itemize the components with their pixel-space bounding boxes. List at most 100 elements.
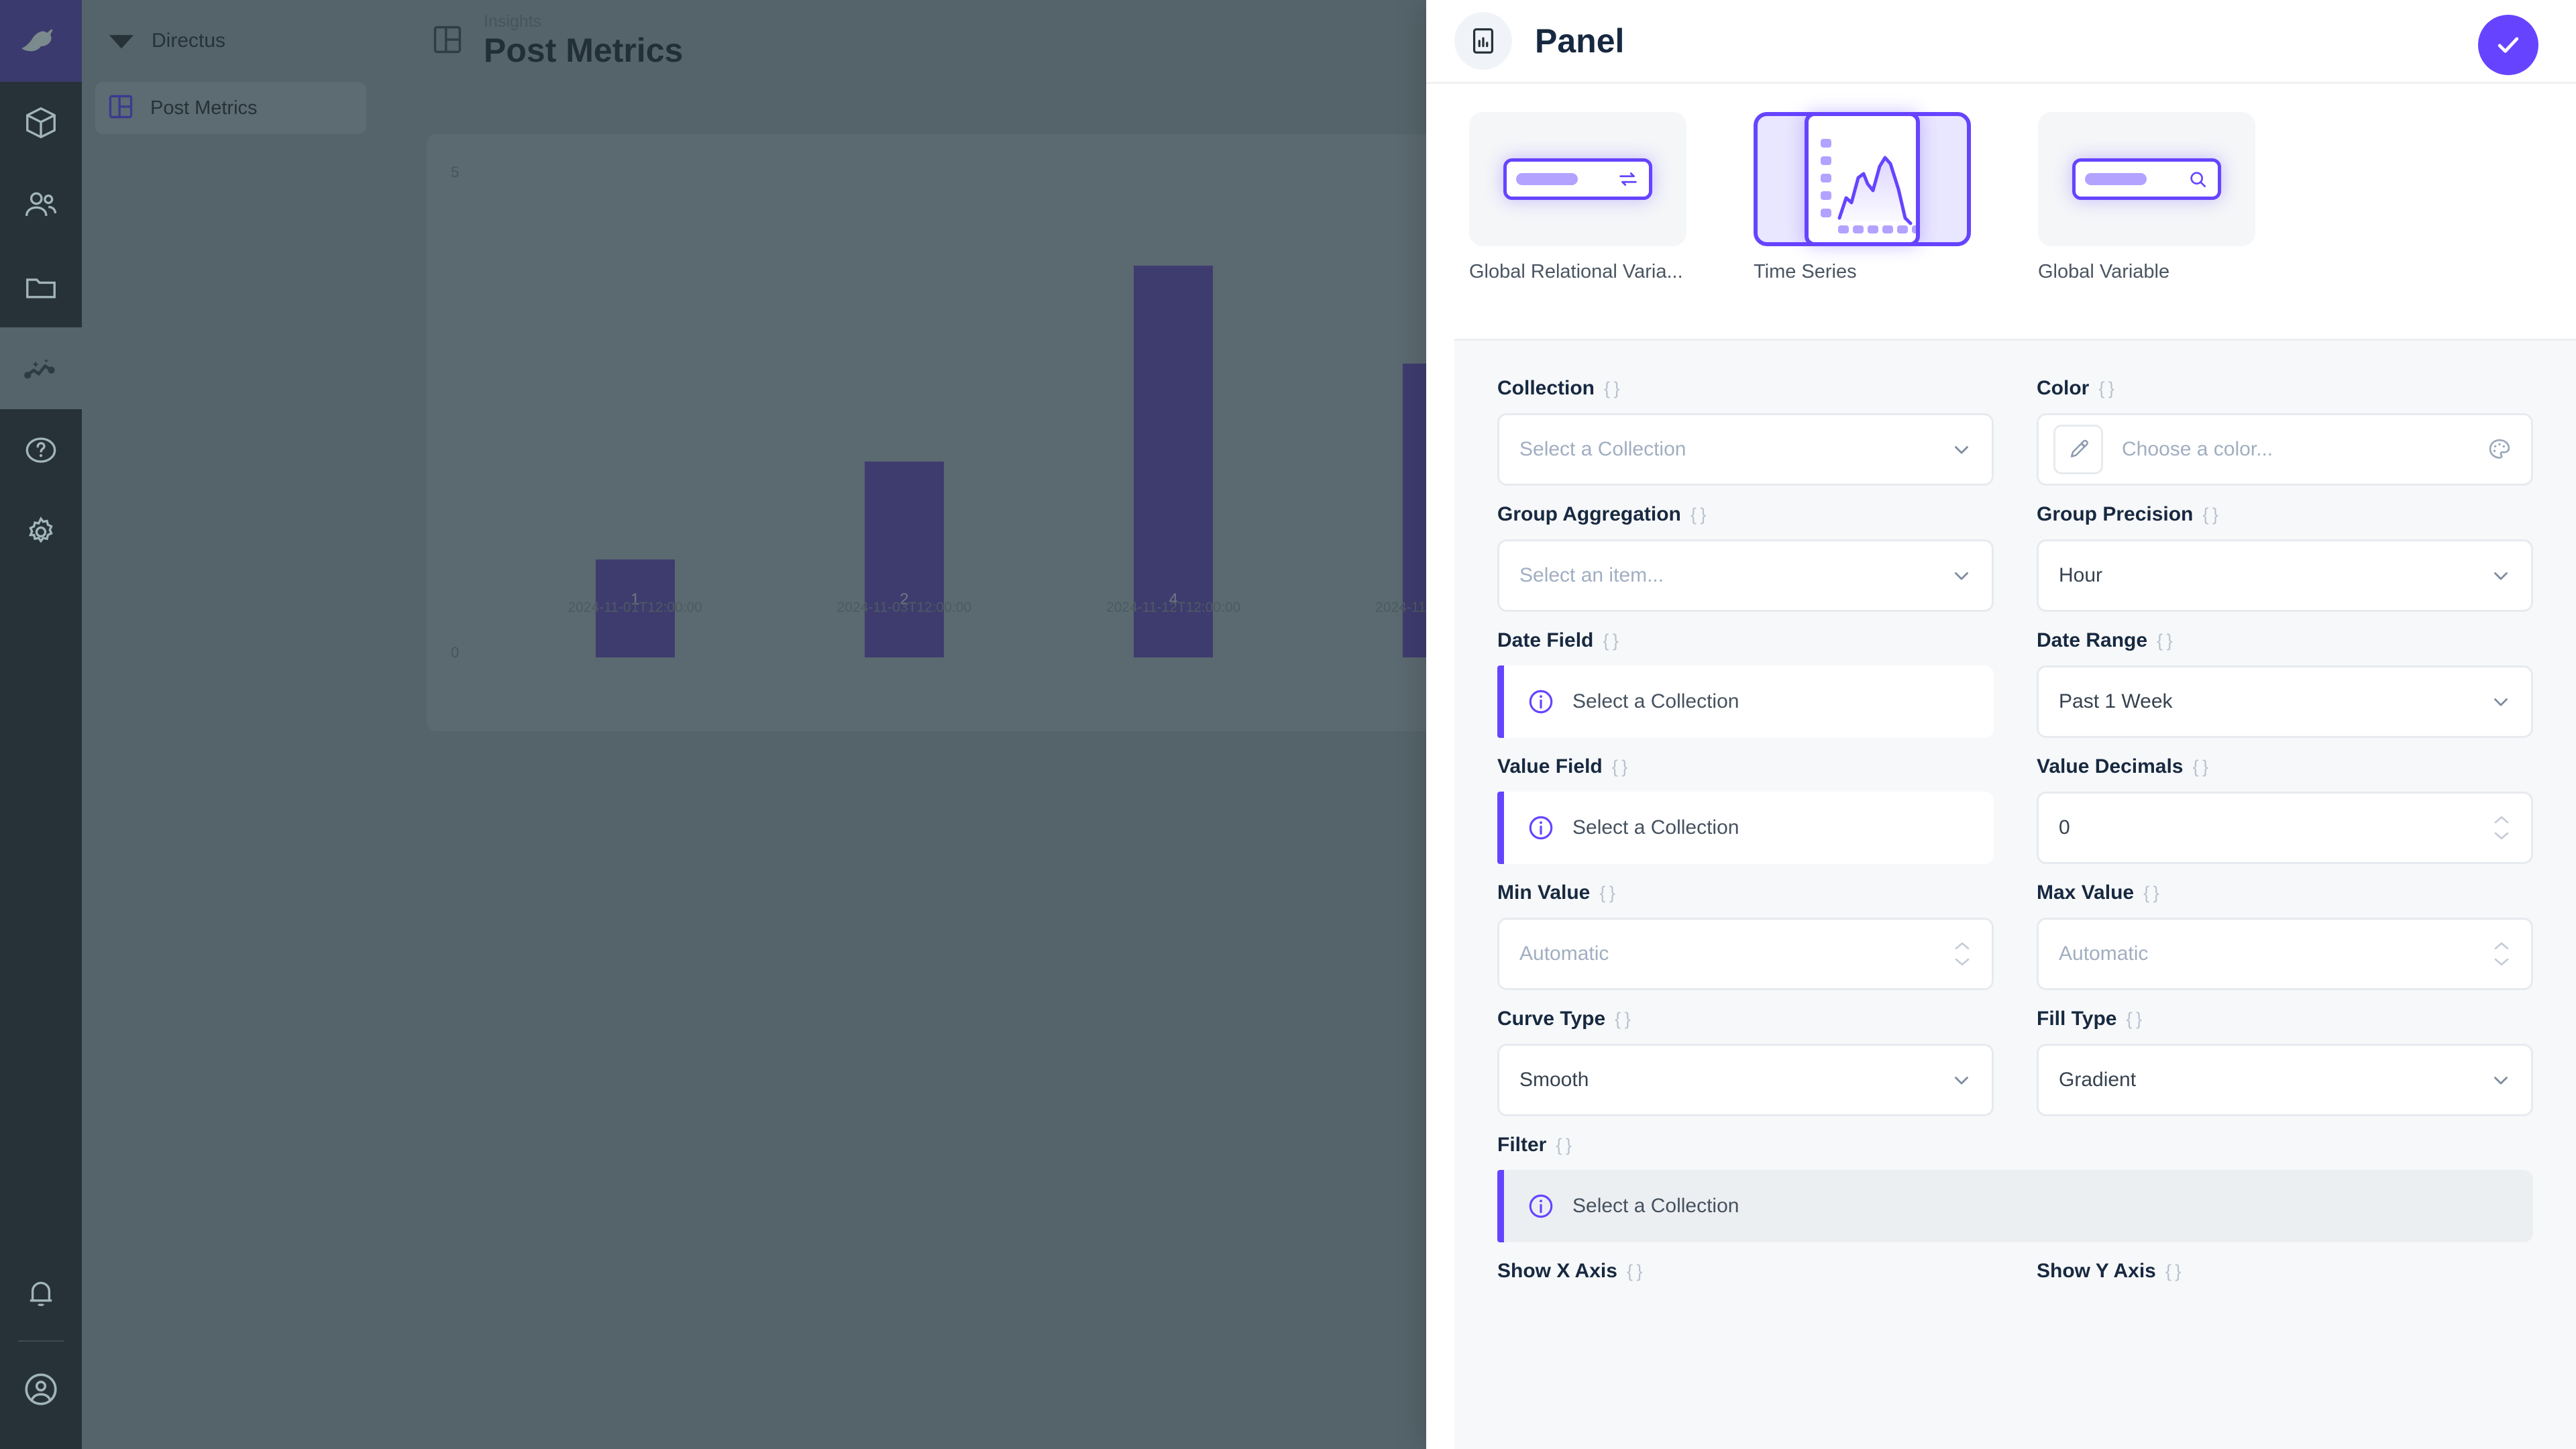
field-value-field: Value Field { } Select a Collection [1497, 755, 1994, 864]
braces-icon[interactable]: { } [1599, 882, 1615, 903]
field-collection: Collection { } Select a Collection [1497, 377, 1994, 486]
module-item-account[interactable] [0, 1348, 82, 1430]
collection-select[interactable]: Select a Collection [1497, 413, 1994, 486]
braces-icon[interactable]: { } [1611, 756, 1628, 777]
braces-icon[interactable]: { } [2126, 1008, 2142, 1029]
module-item-content[interactable] [0, 82, 82, 164]
sidebar-item-label: Post Metrics [150, 97, 258, 119]
directus-rabbit-logo-icon[interactable] [0, 0, 82, 82]
field-date-field: Date Field { } Select a Collection [1497, 629, 1994, 738]
field-date-range: Date Range { } Past 1 Week [2037, 629, 2533, 738]
field-label: Date Range { } [2037, 629, 2173, 651]
directus-mark-icon [106, 24, 137, 58]
panel-type-time-series[interactable]: Time Series [1754, 112, 1971, 283]
chevron-down-icon [2489, 690, 2512, 713]
chevron-down-icon [2489, 564, 2512, 587]
project-header[interactable]: Directus [82, 0, 380, 82]
module-item-notifications[interactable] [0, 1252, 82, 1334]
navigation-sidebar: Directus Post Metrics [82, 0, 380, 1449]
number-stepper[interactable] [1951, 940, 1973, 968]
color-input[interactable]: Choose a color... [2037, 413, 2533, 486]
axis-toggle-row: Show X Axis { } Show Y Axis { } [1497, 1260, 2533, 1296]
field-curve-type: Curve Type { } Smooth [1497, 1008, 1994, 1116]
max-value-input[interactable]: Automatic [2037, 918, 2533, 990]
chevron-down-icon [2489, 1069, 2512, 1091]
eyedropper-icon[interactable] [2053, 425, 2103, 474]
chevron-down-icon [1950, 1069, 1973, 1091]
braces-icon[interactable]: { } [2202, 504, 2218, 525]
braces-icon[interactable]: { } [1604, 378, 1620, 398]
bar-value-label: 4 [1169, 590, 1178, 608]
min-value-input[interactable]: Automatic [1497, 918, 1994, 990]
panel-type-global-relational-variable[interactable]: Global Relational Varia... [1469, 112, 1686, 283]
braces-icon[interactable]: { } [1556, 1134, 1572, 1155]
braces-icon[interactable]: { } [2165, 1260, 2182, 1281]
x-tick-label: 2024-11-03T12:00:00 [837, 600, 972, 615]
value-decimals-input[interactable]: 0 [2037, 792, 2533, 864]
dashboard-icon [430, 22, 465, 60]
module-item-help[interactable] [0, 409, 82, 491]
braces-icon[interactable]: { } [1626, 1260, 1643, 1281]
module-item-insights[interactable] [0, 327, 82, 409]
panel-type-list: Global Relational Varia... [1426, 84, 2576, 306]
x-tick-label: 2024-11-01T12:00:00 [568, 600, 702, 615]
bar[interactable]: 4 [1134, 266, 1214, 657]
confirm-button[interactable] [2478, 15, 2538, 75]
fill-type-select[interactable]: Gradient [2037, 1044, 2533, 1116]
value-decimals-value: 0 [2059, 816, 2070, 839]
number-stepper[interactable] [2491, 940, 2512, 968]
braces-icon[interactable]: { } [1603, 630, 1619, 651]
bar-series: 1 2024-11-01T12:00:00 2 2024-11-03T12:00:00… [500, 168, 1577, 657]
sidebar-item-post-metrics[interactable]: Post Metrics [95, 82, 366, 134]
braces-icon[interactable]: { } [2157, 630, 2173, 651]
date-range-select[interactable]: Past 1 Week [2037, 665, 2533, 738]
braces-icon[interactable]: { } [2143, 882, 2159, 903]
field-label: Value Decimals { } [2037, 755, 2208, 777]
panel-type-label: Global Relational Varia... [1469, 261, 1683, 282]
field-label: Value Field { } [1497, 755, 1628, 777]
field-label: Max Value { } [2037, 881, 2159, 904]
palette-icon[interactable] [2487, 437, 2512, 462]
color-placeholder: Choose a color... [2122, 438, 2273, 460]
curve-type-value: Smooth [1519, 1069, 1589, 1091]
group-precision-select[interactable]: Hour [2037, 539, 2533, 612]
module-item-users[interactable] [0, 164, 82, 246]
chevron-down-icon [1950, 564, 1973, 587]
y-tick-top: 5 [451, 164, 460, 180]
drawer-header: Panel [1426, 0, 2576, 82]
panel-type-global-variable[interactable]: Global Variable [2038, 112, 2255, 283]
field-label: Min Value { } [1497, 881, 1615, 904]
field-filter: Filter { } Select a Collection [1497, 1134, 2533, 1242]
breadcrumb[interactable]: Insights [484, 11, 542, 31]
module-bar [0, 0, 82, 1449]
module-item-files[interactable] [0, 246, 82, 327]
bar[interactable]: 1 [595, 559, 675, 657]
dashboard-panel[interactable]: 5 0 1 2024-11-01T12:00:00 2 2024-11-03T12:0… [427, 134, 1597, 731]
field-label: Filter { } [1497, 1134, 1572, 1156]
header-divider [1426, 82, 2576, 84]
field-label: Curve Type { } [1497, 1008, 1631, 1030]
module-divider [18, 1340, 64, 1342]
panel-drawer: Panel Global Relational Va [1426, 0, 2576, 1449]
relational-input-icon [1469, 112, 1686, 246]
field-min-value: Min Value { } Automatic [1497, 881, 1994, 990]
braces-icon[interactable]: { } [1690, 504, 1707, 525]
braces-icon[interactable]: { } [2192, 756, 2208, 777]
number-stepper[interactable] [2491, 814, 2512, 842]
group-aggregation-placeholder: Select an item... [1519, 564, 1664, 586]
dashboard-icon [106, 92, 136, 125]
bar[interactable]: 2 [864, 462, 944, 657]
panel-options-form: Collection { } Select a Collection Col [1454, 339, 2576, 1449]
collection-placeholder: Select a Collection [1519, 438, 1686, 460]
braces-icon[interactable]: { } [2098, 378, 2114, 398]
field-label: Group Aggregation { } [1497, 503, 1707, 525]
curve-type-select[interactable]: Smooth [1497, 1044, 1994, 1116]
module-item-settings[interactable] [0, 491, 82, 573]
braces-icon[interactable]: { } [1615, 1008, 1631, 1029]
group-aggregation-select[interactable]: Select an item... [1497, 539, 1994, 612]
bar-chart: 5 0 1 2024-11-01T12:00:00 2 2024-11-03T12:0… [427, 134, 1597, 731]
info-icon [1527, 1192, 1555, 1220]
field-group-aggregation: Group Aggregation { } Select an item... [1497, 503, 1994, 612]
field-max-value: Max Value { } Automatic [2037, 881, 2533, 990]
field-label-show-y-axis: Show Y Axis { } [2037, 1260, 2182, 1282]
